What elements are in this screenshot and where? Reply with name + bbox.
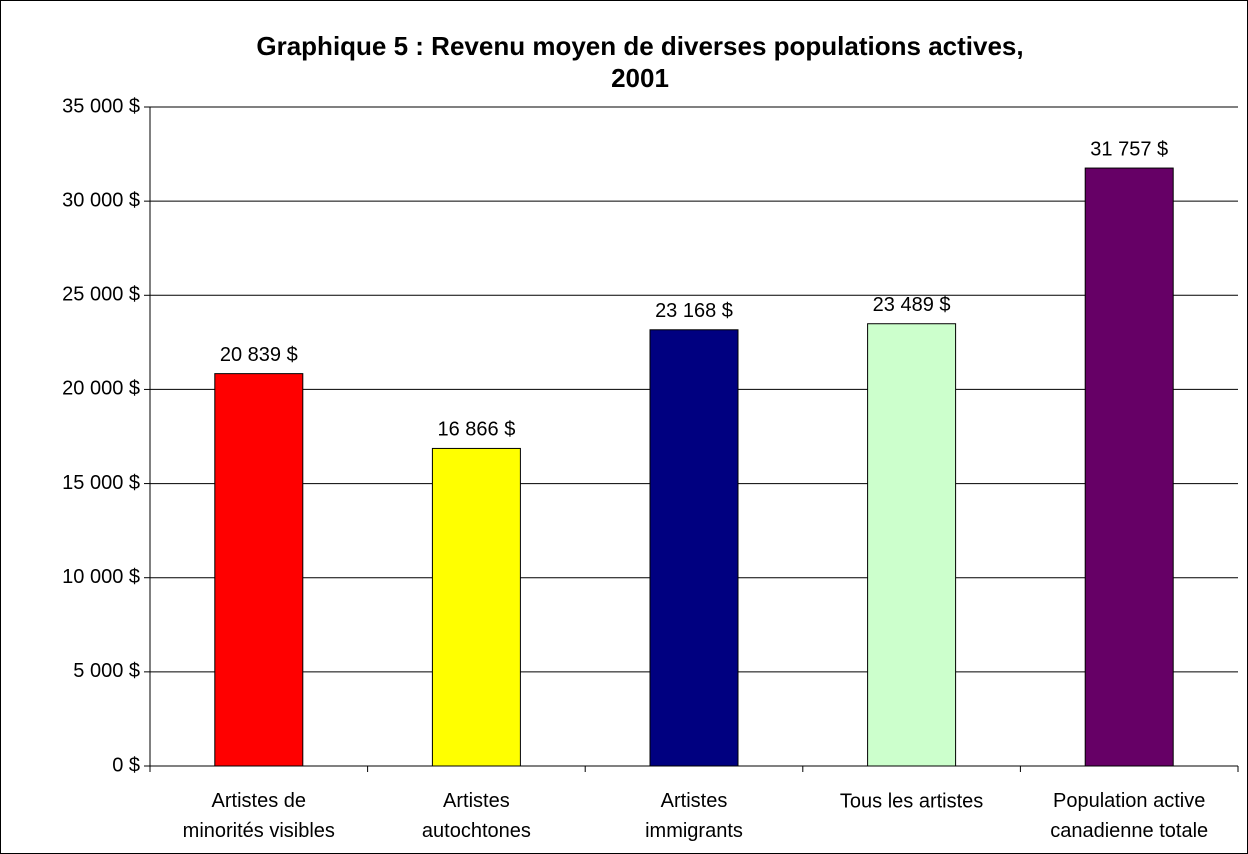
y-tick-label: 35 000 $ — [62, 95, 140, 117]
chart-title: Graphique 5 : Revenu moyen de diverses p… — [256, 31, 1023, 93]
y-tick-label: 10 000 $ — [62, 566, 140, 588]
x-tick-label: Artistes immigrants — [645, 790, 743, 842]
value-label: 16 866 $ — [437, 419, 515, 441]
x-tick-label: Artistes de minorités visibles — [183, 790, 335, 842]
value-label: 31 757 $ — [1090, 138, 1168, 160]
y-tick-label: 5 000 $ — [73, 660, 140, 682]
y-tick-label: 30 000 $ — [62, 189, 140, 211]
value-label: 20 839 $ — [220, 344, 298, 366]
bar — [649, 329, 739, 767]
y-tick-label: 25 000 $ — [62, 284, 140, 306]
y-tick-label: 0 $ — [112, 754, 140, 776]
bar — [214, 373, 304, 767]
x-tick-label: Tous les artistes — [840, 790, 983, 812]
bar — [431, 447, 521, 767]
y-tick-label: 20 000 $ — [62, 378, 140, 400]
x-tick-label: Population active canadienne totale — [1050, 790, 1208, 842]
bar — [1084, 167, 1174, 767]
value-label: 23 168 $ — [655, 300, 733, 322]
value-label: 23 489 $ — [873, 294, 951, 316]
x-tick-label: Artistes autochtones — [422, 790, 531, 842]
bar — [867, 323, 957, 767]
y-tick-label: 15 000 $ — [62, 472, 140, 494]
